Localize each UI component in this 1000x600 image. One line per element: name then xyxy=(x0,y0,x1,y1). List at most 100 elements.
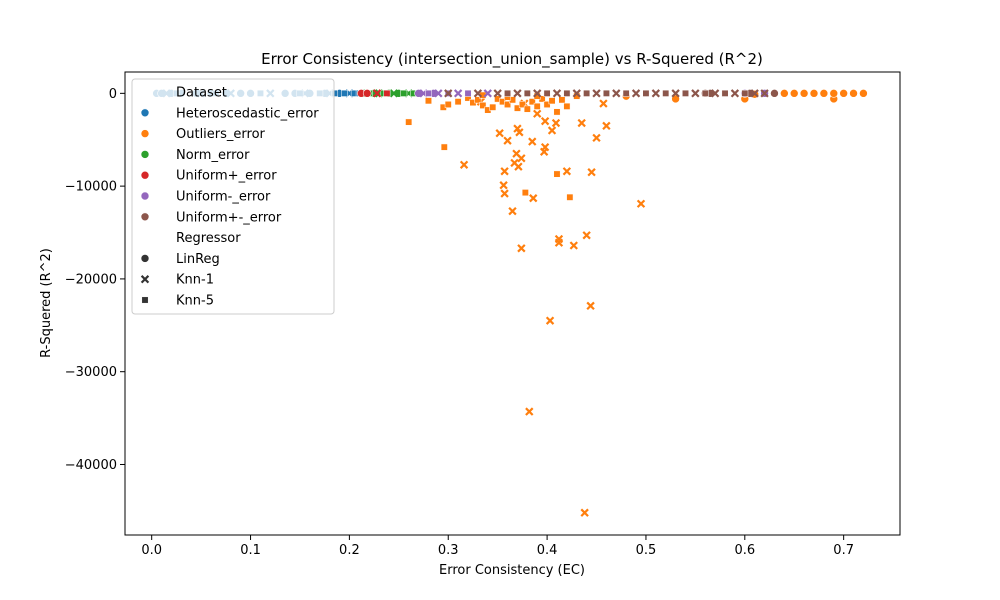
data-point xyxy=(523,89,531,97)
data-point xyxy=(829,89,839,98)
data-point xyxy=(566,193,574,201)
data-point xyxy=(444,101,452,108)
data-point xyxy=(548,97,556,105)
x-axis-label: Error Consistency (EC) xyxy=(439,563,585,578)
data-point xyxy=(453,89,463,98)
legend-label: Heteroscedastic_error xyxy=(176,106,319,121)
x-tick-label: 0.1 xyxy=(240,543,261,558)
data-point xyxy=(553,170,561,178)
data-point xyxy=(459,160,469,169)
data-point xyxy=(518,101,526,108)
data-point xyxy=(533,89,542,98)
legend-style-title: Regressor xyxy=(176,231,241,246)
data-point xyxy=(622,89,630,97)
data-point xyxy=(780,89,789,98)
legend-label: Uniform+-_error xyxy=(176,210,282,225)
data-point xyxy=(671,89,680,98)
data-point xyxy=(483,89,492,98)
data-point xyxy=(454,98,462,106)
data-point xyxy=(602,121,611,130)
data-point xyxy=(383,89,391,97)
x-tick-label: 0.6 xyxy=(734,543,755,558)
data-point xyxy=(691,89,700,98)
legend-label: LinReg xyxy=(176,252,220,267)
data-point xyxy=(425,97,432,105)
data-point xyxy=(533,102,541,110)
data-point xyxy=(558,96,566,104)
data-point xyxy=(730,89,740,98)
data-point xyxy=(543,89,551,97)
data-point xyxy=(612,89,621,98)
data-point xyxy=(479,101,487,109)
legend-label: Knn-5 xyxy=(176,294,214,309)
legend-marker xyxy=(141,296,149,304)
data-point xyxy=(572,89,581,98)
legend-marker xyxy=(140,150,150,159)
data-point xyxy=(599,99,608,108)
chart-title: Error Consistency (intersection_union_sa… xyxy=(261,50,763,69)
data-point xyxy=(602,89,610,97)
data-point xyxy=(473,89,483,98)
x-tick-label: 0.2 xyxy=(339,543,360,558)
data-point xyxy=(583,89,591,97)
data-point xyxy=(586,301,595,310)
y-tick-label: −10000 xyxy=(65,180,117,195)
data-point xyxy=(425,89,432,97)
data-point xyxy=(839,89,848,98)
data-point xyxy=(760,89,769,98)
data-point xyxy=(770,89,779,98)
data-point xyxy=(508,207,517,216)
data-point xyxy=(504,101,512,108)
y-axis-label: R-Squered (R^2) xyxy=(39,248,54,358)
legend-label: Norm_error xyxy=(176,148,250,163)
data-point xyxy=(543,101,551,108)
data-point xyxy=(563,89,571,97)
data-point xyxy=(569,241,578,250)
data-point xyxy=(859,89,868,98)
data-point xyxy=(710,89,720,98)
data-point xyxy=(500,189,509,198)
legend-marker xyxy=(140,254,150,263)
data-point xyxy=(341,89,348,97)
data-point xyxy=(592,89,601,98)
data-point xyxy=(500,167,509,176)
data-point xyxy=(529,194,538,203)
legend-box xyxy=(131,78,335,315)
legend-label: Uniform-_error xyxy=(176,190,271,205)
legend-marker xyxy=(140,212,150,222)
data-point xyxy=(434,89,443,98)
data-point xyxy=(582,231,591,240)
legend-marker xyxy=(140,129,150,138)
data-point xyxy=(513,104,521,112)
data-point xyxy=(540,116,550,126)
data-point xyxy=(562,167,572,176)
data-point xyxy=(682,89,689,97)
data-point xyxy=(580,508,589,517)
data-point xyxy=(525,407,534,416)
legend-marker xyxy=(140,170,150,180)
data-point xyxy=(631,89,641,98)
data-point xyxy=(721,89,729,97)
data-point xyxy=(819,89,829,98)
data-point xyxy=(642,89,650,97)
y-tick-label: −40000 xyxy=(65,458,117,473)
data-point xyxy=(517,244,526,253)
data-point xyxy=(553,108,561,116)
legend-marker xyxy=(140,275,150,284)
data-point xyxy=(799,89,809,98)
data-point xyxy=(514,162,523,171)
data-point xyxy=(521,189,529,197)
x-tick-label: 0.3 xyxy=(438,543,459,558)
data-point xyxy=(750,89,759,98)
data-point xyxy=(503,136,512,145)
legend-marker xyxy=(140,191,150,201)
data-point xyxy=(489,103,497,111)
legend: Dataset Heteroscedastic_error Outliers_err… xyxy=(131,78,335,315)
data-point xyxy=(849,89,858,98)
data-point xyxy=(636,199,646,208)
data-point xyxy=(372,89,382,98)
data-point xyxy=(554,238,564,247)
data-point xyxy=(662,89,670,97)
x-tick-label: 0.0 xyxy=(141,543,162,558)
data-point xyxy=(515,128,524,137)
